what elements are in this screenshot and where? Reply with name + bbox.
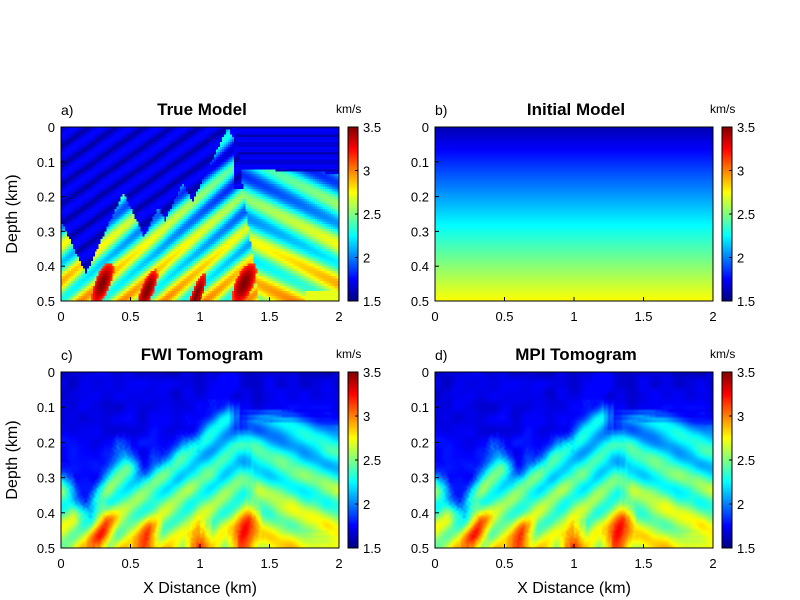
y-tick-label: 0.4 [37, 259, 55, 274]
heatmap-image [435, 127, 713, 301]
y-tick-label: 0.3 [37, 224, 55, 239]
colorbar-unit: km/s [336, 102, 361, 116]
y-tick-label: 0.3 [411, 224, 429, 239]
y-tick-label: 0.4 [411, 506, 429, 521]
y-tick-label: 0.3 [411, 471, 429, 486]
x-tick-label: 1 [196, 556, 203, 571]
colorbar-tick-label: 1.5 [363, 541, 381, 556]
colorbar-tick-label: 3.5 [363, 365, 381, 380]
panel-title: Initial Model [527, 100, 625, 119]
colorbar-tick-label: 3.5 [737, 365, 755, 380]
x-tick-label: 1.5 [634, 309, 652, 324]
colorbar-tick-label: 3 [737, 409, 744, 424]
y-tick-label: 0 [422, 365, 429, 380]
colorbar-unit: km/s [336, 347, 361, 361]
colorbar-tick-label: 1.5 [737, 294, 755, 309]
y-tick-label: 0 [48, 120, 55, 135]
x-tick-label: 1 [570, 556, 577, 571]
colorbar-tick-label: 2 [737, 251, 744, 266]
y-tick-label: 0.2 [37, 435, 55, 450]
panel-title: MPI Tomogram [515, 345, 637, 364]
panel-3: 0 0.5 1 1.5 200.10.20.30.40.5c) FWI TomogramD… [4, 345, 381, 597]
colorbar-tick-label: 1.5 [737, 541, 755, 556]
y-tick-label: 0.4 [411, 259, 429, 274]
panel-4: 0 0.5 1 1.5 200.10.20.30.40.5d) MPI TomogramX… [411, 345, 755, 597]
y-tick-label: 0.5 [411, 294, 429, 309]
x-tick-label: 1 [196, 309, 203, 324]
y-tick-label: 0.3 [37, 471, 55, 486]
panel-title: True Model [157, 100, 247, 119]
panel-title: FWI Tomogram [141, 345, 263, 364]
y-axis-label: Depth (km) [4, 420, 21, 499]
x-tick-label: 2 [335, 309, 342, 324]
y-tick-label: 0.5 [411, 541, 429, 556]
x-tick-label: 0.5 [121, 556, 139, 571]
x-axis-label: X Distance (km) [517, 580, 631, 597]
colorbar-tick-label: 1.5 [363, 294, 381, 309]
colorbar-tick-label: 3 [363, 164, 370, 179]
colorbar-tick-label: 2.5 [363, 453, 381, 468]
x-tick-label: 1.5 [634, 556, 652, 571]
x-tick-label: 2 [709, 556, 716, 571]
heatmap-image [61, 372, 339, 548]
colorbar-tick-label: 3 [363, 409, 370, 424]
colorbar-tick-label: 2 [737, 497, 744, 512]
x-tick-label: 0.5 [495, 556, 513, 571]
panel-label: b) [435, 102, 447, 118]
colorbar-unit: km/s [710, 347, 735, 361]
x-tick-label: 2 [709, 309, 716, 324]
y-tick-label: 0.1 [37, 155, 55, 170]
colorbar-tick-label: 3 [737, 164, 744, 179]
panel-1: 0 0.5 1 1.5 200.10.20.30.40.5a) True ModelDep… [4, 100, 381, 324]
colorbar-tick-label: 2.5 [363, 207, 381, 222]
y-axis-label: Depth (km) [4, 174, 21, 253]
panel-label: c) [61, 347, 73, 363]
y-tick-label: 0.2 [411, 435, 429, 450]
x-tick-label: 1.5 [260, 309, 278, 324]
x-axis-label: X Distance (km) [143, 580, 257, 597]
y-tick-label: 0 [422, 120, 429, 135]
colorbar-tick-label: 2 [363, 251, 370, 266]
y-tick-label: 0.1 [37, 400, 55, 415]
y-tick-label: 0.4 [37, 506, 55, 521]
colorbar-unit: km/s [710, 102, 735, 116]
y-tick-label: 0.1 [411, 400, 429, 415]
panel-label: a) [61, 102, 73, 118]
x-tick-label: 0 [431, 309, 438, 324]
panel-2: 0 0.5 1 1.5 200.10.20.30.40.5b) Initial Model… [411, 100, 755, 324]
x-tick-label: 0.5 [121, 309, 139, 324]
colorbar-tick-label: 2.5 [737, 207, 755, 222]
heatmap-image [61, 127, 339, 301]
x-tick-label: 0 [431, 556, 438, 571]
colorbar-tick-label: 3.5 [737, 120, 755, 135]
heatmap-image [435, 372, 713, 548]
x-tick-label: 1.5 [260, 556, 278, 571]
x-tick-label: 0.5 [495, 309, 513, 324]
x-tick-label: 1 [570, 309, 577, 324]
panel-label: d) [435, 347, 447, 363]
colorbar-tick-label: 2 [363, 497, 370, 512]
y-tick-label: 0.1 [411, 155, 429, 170]
x-tick-label: 2 [335, 556, 342, 571]
colorbar-tick-label: 2.5 [737, 453, 755, 468]
x-tick-label: 0 [57, 309, 64, 324]
x-tick-label: 0 [57, 556, 64, 571]
y-tick-label: 0 [48, 365, 55, 380]
colorbar-tick-label: 3.5 [363, 120, 381, 135]
y-tick-label: 0.2 [411, 190, 429, 205]
y-tick-label: 0.2 [37, 190, 55, 205]
y-tick-label: 0.5 [37, 541, 55, 556]
y-tick-label: 0.5 [37, 294, 55, 309]
